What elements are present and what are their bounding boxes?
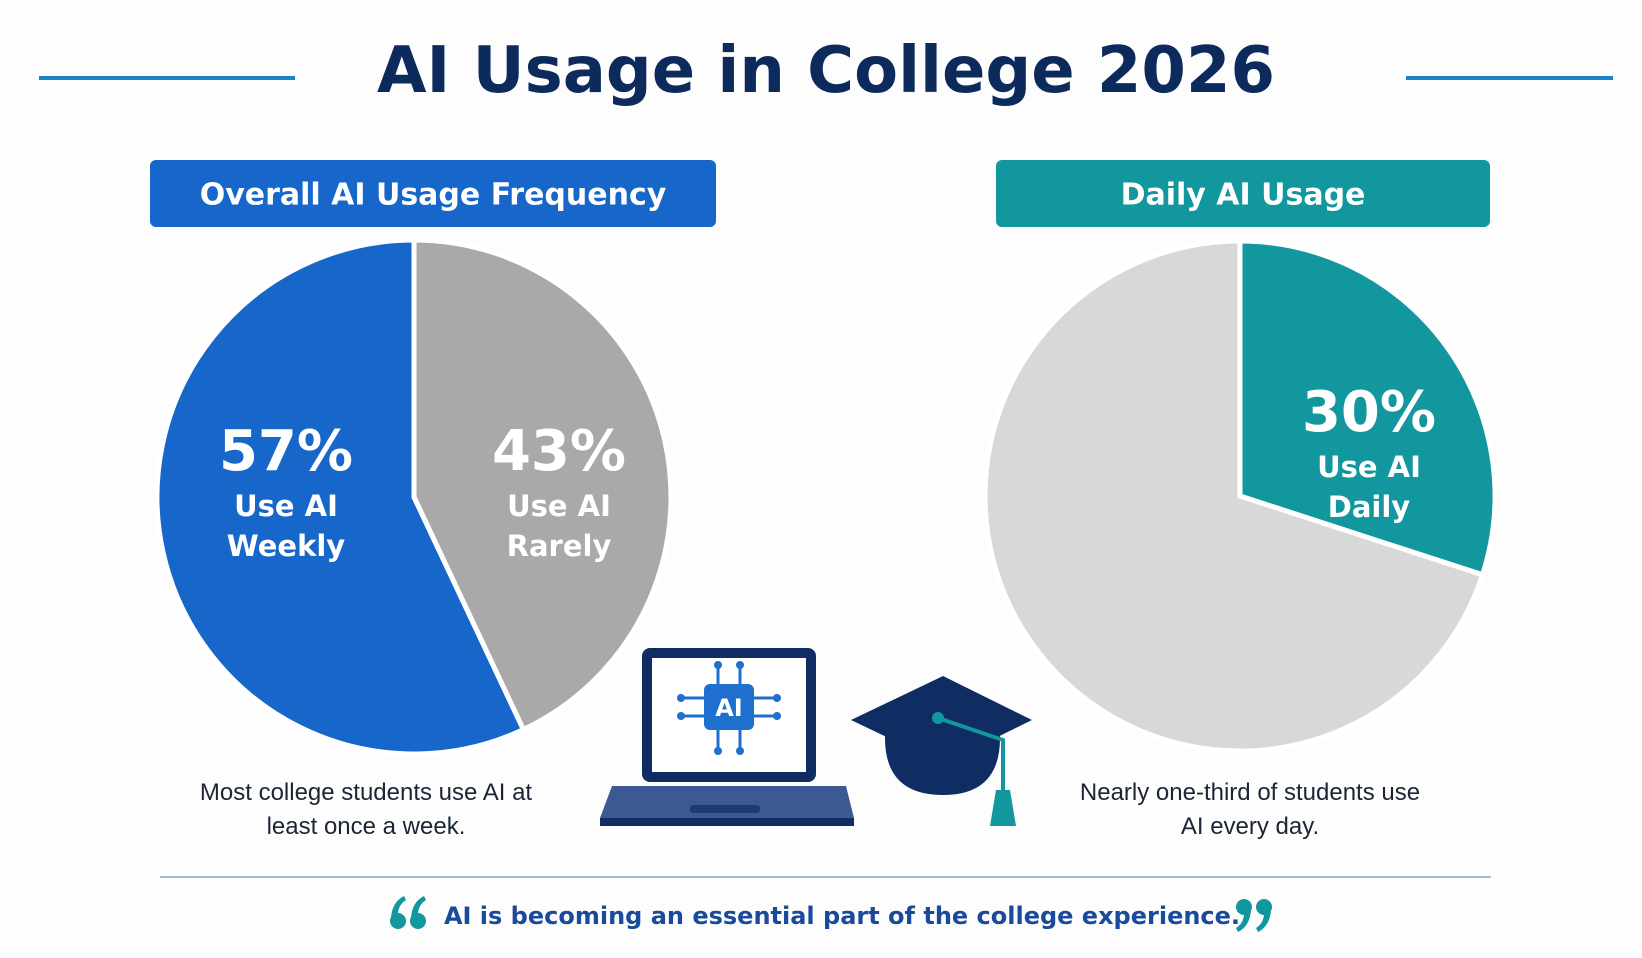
laptop-icon: AI xyxy=(600,648,854,826)
chart-caption: Nearly one-third of students use AI ever… xyxy=(1079,779,1421,840)
quote-mark xyxy=(390,896,426,929)
pie-slice xyxy=(1237,238,1498,578)
chart-title: Daily AI Usage xyxy=(1121,178,1366,213)
slice-category-label: Use AI Daily xyxy=(1317,450,1421,524)
slice-value-label: 57% xyxy=(218,419,354,484)
graduation-cap-icon xyxy=(851,676,1032,826)
slice-category-label: Use AI Rarely xyxy=(506,489,612,563)
chart-header xyxy=(150,160,716,227)
chart-title: Overall AI Usage Frequency xyxy=(200,178,667,213)
slice-category-label: Use AI Weekly xyxy=(226,489,346,563)
pie-slice xyxy=(982,238,1486,754)
pie-slice xyxy=(154,237,526,757)
slice-value-label: 30% xyxy=(1301,380,1437,445)
quote-mark xyxy=(1236,899,1272,932)
footer-quote: AI is becoming an essential part of the … xyxy=(444,902,1240,930)
slice-value-label: 43% xyxy=(491,419,627,484)
pie-slice xyxy=(411,237,674,733)
chart-header xyxy=(996,160,1490,227)
chart-caption: Most college students use AI at least on… xyxy=(199,779,533,840)
icon-label: AI xyxy=(715,694,743,722)
page-title: AI Usage in College 2026 xyxy=(377,34,1275,108)
